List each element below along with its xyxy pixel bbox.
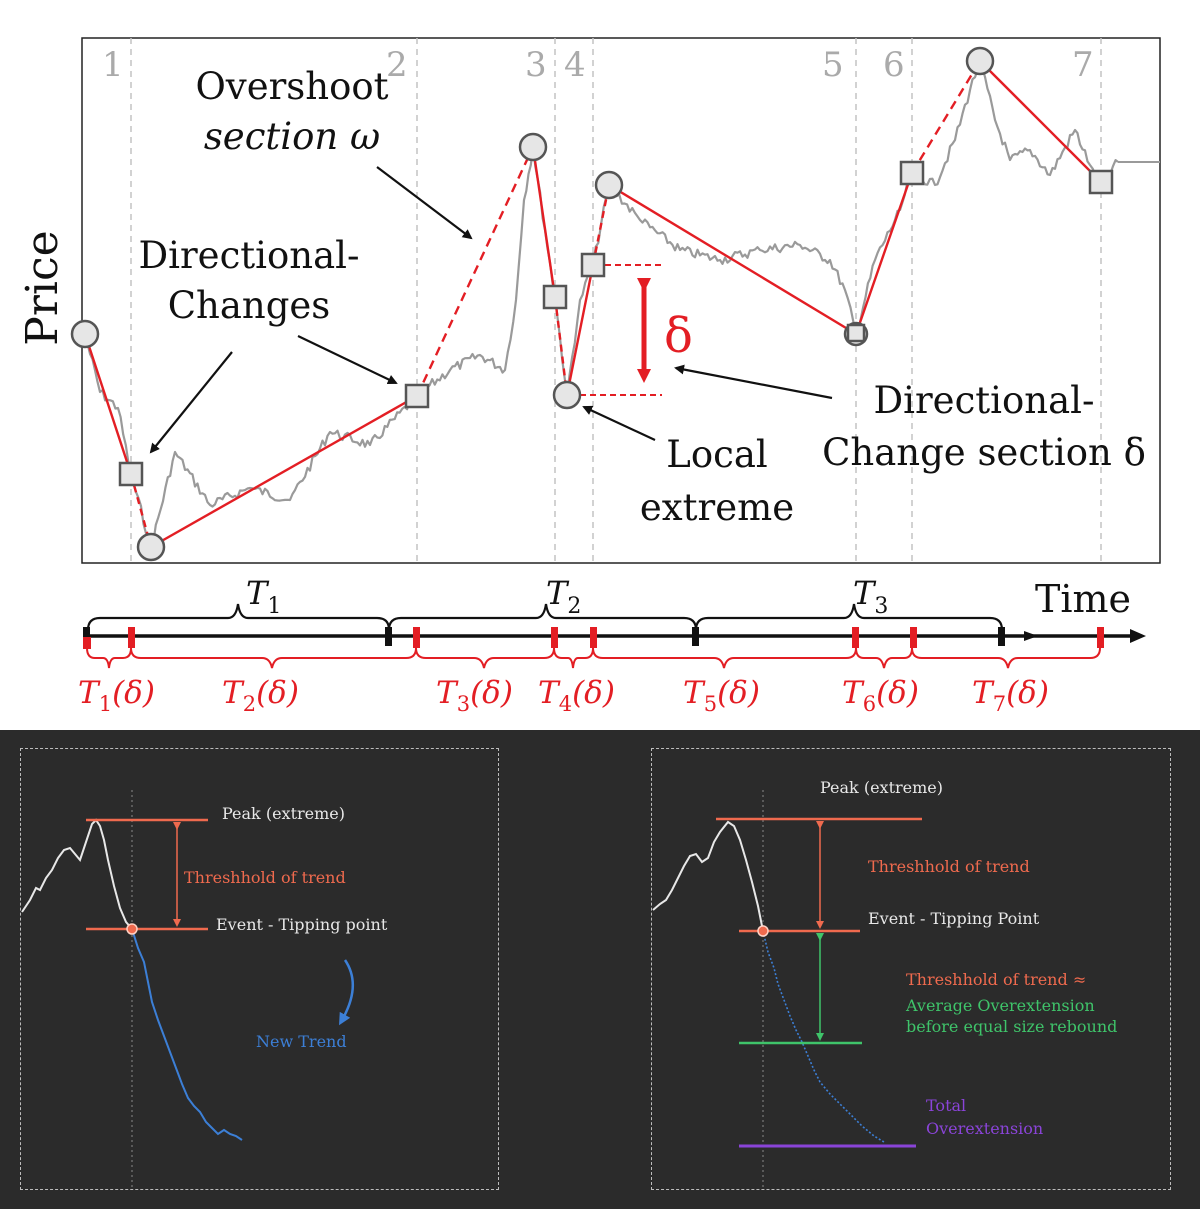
dc-period-labels: T1(δ) T2(δ) T3(δ) T4(δ) T5(δ) T6(δ) T7(δ…: [78, 675, 1049, 716]
section-number-4: 4: [564, 45, 586, 85]
price-axis-label: Price: [17, 230, 68, 345]
extreme-marker: [518, 132, 548, 162]
annotation-labels: Overshoot section ω Directional- Changes…: [138, 65, 1145, 529]
dc-period-label: T3(δ): [436, 675, 513, 716]
right-tipping-point-marker: [757, 925, 769, 937]
right-labels: Peak (extreme) Threshhold of trend Event…: [820, 778, 1117, 1138]
delta-symbol: δ: [664, 308, 693, 364]
section-number-6: 6: [883, 45, 905, 85]
dc-period-label: T1(δ): [78, 675, 155, 716]
right-total-line1: Total: [926, 1096, 966, 1115]
left-new-trend-label: New Trend: [256, 1032, 347, 1051]
dc-period-label: T2(δ): [222, 675, 299, 716]
section-number-7: 7: [1072, 45, 1094, 85]
threshold-illustrations: Peak (extreme) Threshhold of trend Event…: [0, 730, 1200, 1209]
local-extreme-label-line2: extreme: [640, 486, 794, 529]
left-price-before: [21, 818, 133, 930]
section-numbers: 1 2 3 4 5 6 7: [102, 45, 1094, 85]
dc-label-line1: Directional-: [138, 234, 359, 277]
trend-braces: [86, 603, 1004, 631]
left-labels: Peak (extreme) Threshhold of trend Event…: [184, 804, 388, 1051]
extreme-marker: [136, 532, 166, 562]
right-overextension-path: [762, 930, 885, 1143]
dc-braces: [86, 647, 1101, 669]
dc-diagram: 1 2 3 4 5 6 7 δ: [17, 37, 1161, 716]
left-threshold-label: Threshhold of trend: [184, 868, 346, 887]
dc-point-marker: [542, 284, 568, 310]
section-number-3: 3: [525, 45, 547, 85]
tipping-point-panel: [20, 748, 499, 1190]
overshoot-label-line1: Overshoot: [195, 65, 388, 108]
dc-point-marker: [404, 383, 430, 409]
dc-point-marker: [580, 252, 606, 278]
dc-points: [118, 160, 1114, 487]
dc-lines: [83, 60, 1102, 549]
left-peak-label: Peak (extreme): [222, 804, 345, 823]
section-number-2: 2: [386, 45, 408, 85]
extreme-marker: [70, 319, 100, 349]
local-extremes: [70, 46, 995, 562]
dc-point-marker: [899, 160, 925, 186]
dc-period-label: T4(δ): [538, 675, 615, 716]
left-new-trend-arrow: [339, 959, 355, 1026]
local-extreme-label-line1: Local: [666, 433, 767, 476]
dc-point-marker: [846, 323, 866, 343]
trend-period-labels: T1 T2 T3: [246, 574, 888, 619]
plot-frame: [81, 37, 1161, 564]
time-axis-arrowhead: [1130, 629, 1146, 643]
overextension-panel: [651, 748, 1171, 1190]
dc-label-line2: Changes: [168, 284, 331, 327]
right-event-label: Event - Tipping Point: [868, 909, 1040, 928]
right-approx-line2: Average Overextension: [905, 996, 1095, 1015]
right-total-line2: Overextension: [926, 1119, 1043, 1138]
right-threshold-label: Threshhold of trend: [868, 857, 1030, 876]
right-price-before: [652, 820, 764, 932]
overshoot-label-line2: section ω: [204, 115, 380, 158]
dc-period-label: T6(δ): [842, 675, 919, 716]
dc-point-marker: [118, 461, 144, 487]
trend-period-label: T1: [246, 574, 281, 619]
section-number-1: 1: [102, 45, 124, 85]
trend-period-label: T3: [853, 574, 888, 619]
left-event-label: Event - Tipping point: [216, 915, 388, 934]
dc-period-label: T7(δ): [972, 675, 1049, 716]
trend-ticks: [83, 627, 1005, 646]
extreme-marker: [552, 380, 582, 410]
section-number-5: 5: [822, 45, 844, 85]
time-axis-label: Time: [1035, 577, 1131, 621]
annotation-arrows: [149, 166, 833, 454]
dc-section-label-line2: Change section δ: [822, 431, 1146, 474]
dc-diagram-svg: 1 2 3 4 5 6 7 δ: [17, 37, 1161, 716]
extreme-marker: [594, 170, 624, 200]
trend-period-label: T2: [546, 574, 581, 619]
threshold-illustrations-svg: Peak (extreme) Threshhold of trend Event…: [21, 778, 1117, 1188]
dc-point-marker: [1088, 169, 1114, 195]
left-new-trend-path: [131, 928, 243, 1141]
delta-guides: [580, 264, 662, 396]
extreme-marker: [965, 46, 995, 76]
dc-period-label: T5(δ): [683, 675, 760, 716]
right-approx-line1: Threshhold of trend ≈: [906, 970, 1086, 989]
left-tipping-point-marker: [126, 923, 138, 935]
dc-ticks: [83, 627, 1104, 649]
dc-section-label-line1: Directional-: [873, 379, 1094, 422]
right-approx-line3: before equal size rebound: [906, 1017, 1117, 1036]
right-peak-label: Peak (extreme): [820, 778, 943, 797]
time-axis-mid-arrowhead: [1024, 631, 1038, 641]
